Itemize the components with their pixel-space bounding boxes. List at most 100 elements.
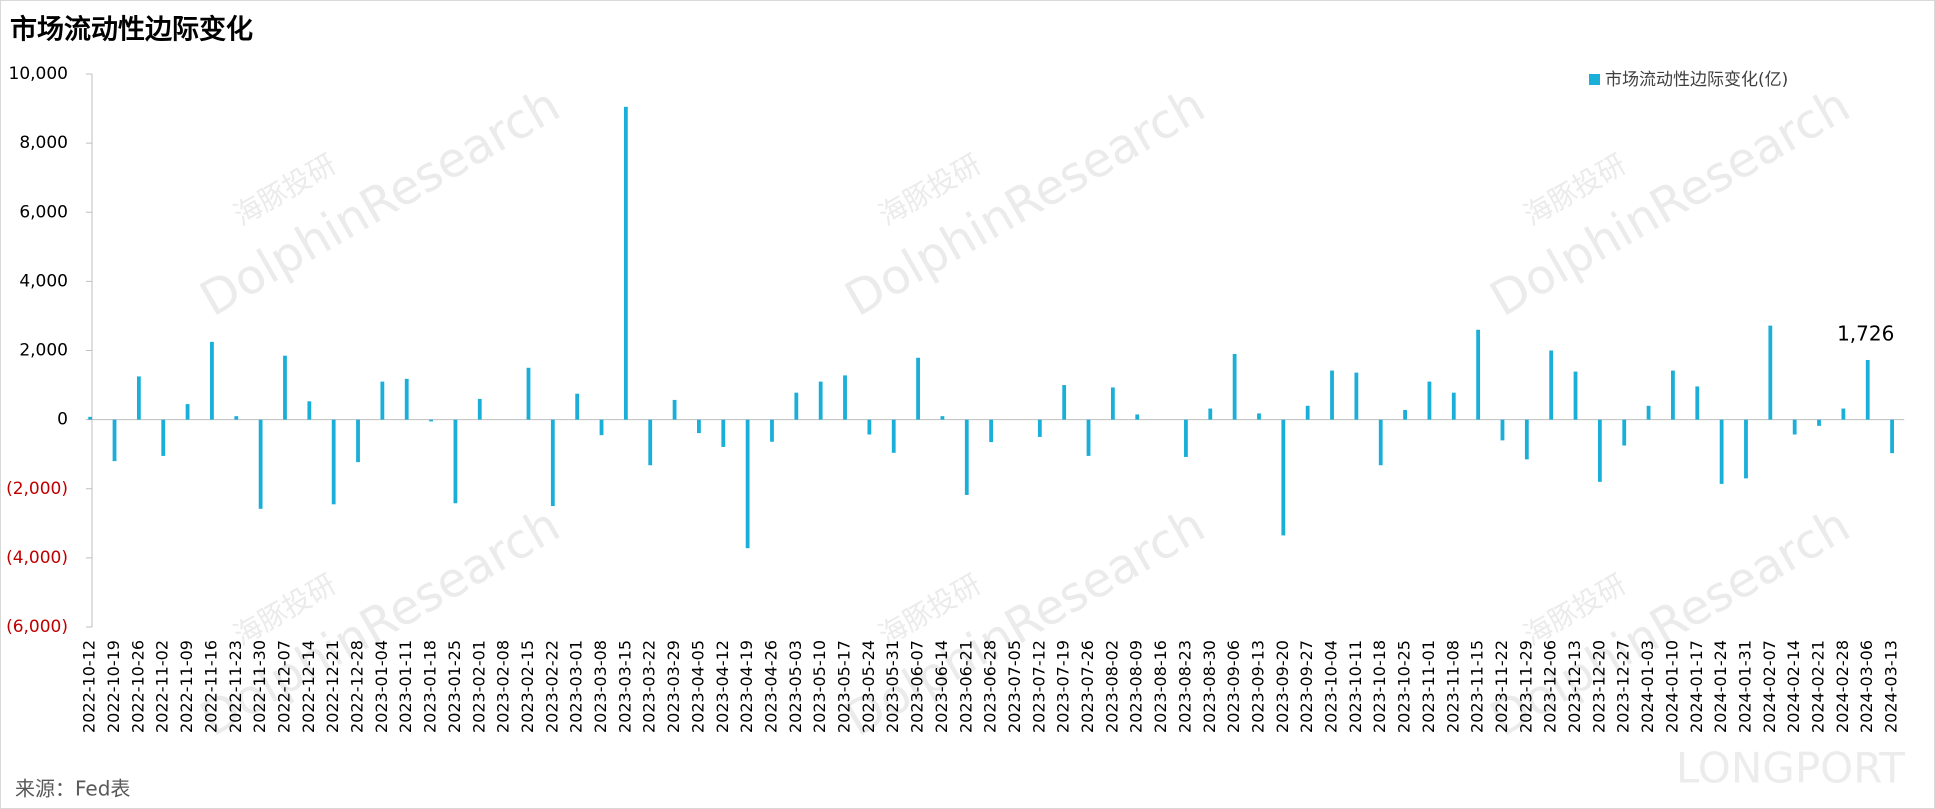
- x-tick-label: 2023-04-05: [688, 640, 707, 733]
- bar: [1257, 413, 1261, 420]
- bar: [1719, 419, 1724, 484]
- bar: [1476, 329, 1481, 420]
- bar: [1037, 419, 1042, 437]
- x-tick-label: 2023-08-30: [1200, 640, 1219, 733]
- bar: [429, 419, 433, 422]
- x-tick-label: 2022-10-12: [80, 640, 99, 733]
- bar: [404, 378, 409, 420]
- x-tick-label: 2024-02-28: [1833, 640, 1852, 733]
- x-tick-label: 2023-05-17: [835, 640, 854, 733]
- x-tick-label: 2023-05-31: [883, 640, 902, 733]
- x-tick-label: 2023-03-15: [615, 640, 634, 733]
- x-tick-label: 2023-04-19: [737, 640, 756, 733]
- x-tick-label: 2023-07-12: [1029, 640, 1048, 733]
- x-tick-label: 2023-03-01: [567, 640, 586, 733]
- bar: [283, 355, 287, 420]
- x-tick-label: 2023-01-25: [445, 640, 464, 733]
- bar: [1427, 381, 1432, 420]
- x-tick-label: 2024-02-07: [1760, 640, 1779, 733]
- x-tick-label: 2023-01-04: [372, 640, 391, 733]
- bar: [1671, 370, 1675, 420]
- bar: [307, 401, 312, 420]
- x-tick-label: 2024-03-06: [1857, 640, 1876, 733]
- bar: [745, 419, 750, 549]
- bar: [453, 419, 458, 504]
- bar: [550, 419, 555, 507]
- bar: [916, 357, 920, 420]
- x-tick-label: 2023-02-08: [494, 640, 513, 733]
- bar: [1330, 370, 1334, 420]
- x-tick-label: 2023-06-14: [932, 640, 951, 733]
- bar: [843, 375, 847, 420]
- x-tick-label: 2023-01-11: [396, 640, 415, 733]
- bar: [697, 419, 701, 434]
- y-tick-label: 10,000: [9, 64, 68, 84]
- x-tick-label: 2023-04-26: [761, 640, 780, 733]
- bar: [526, 367, 531, 420]
- x-tick-label: 2023-09-13: [1248, 640, 1267, 733]
- bar: [380, 381, 385, 420]
- bar: [1524, 419, 1529, 460]
- bar: [1646, 405, 1651, 420]
- bar: [1208, 408, 1213, 420]
- bar: [1184, 419, 1188, 457]
- brand-watermark: LONGPORT: [1676, 744, 1905, 793]
- bar: [964, 419, 969, 495]
- bar: [1744, 419, 1748, 479]
- x-tick-label: 2023-07-19: [1054, 640, 1073, 733]
- bar: [356, 419, 360, 463]
- bar: [1062, 385, 1067, 420]
- bar: [88, 416, 93, 420]
- x-tick-label: 2023-06-21: [956, 640, 975, 733]
- bar: [1865, 359, 1870, 420]
- x-tick-label: 2023-09-20: [1273, 640, 1292, 733]
- x-tick-label: 2023-07-26: [1078, 640, 1097, 733]
- bar: [818, 381, 823, 420]
- x-tick-label: 2022-10-26: [128, 640, 147, 733]
- bar: [794, 392, 799, 420]
- x-tick-label: 2022-11-30: [250, 640, 269, 733]
- bar: [1817, 419, 1821, 426]
- legend-swatch: [1589, 74, 1600, 85]
- bar: [112, 419, 117, 462]
- x-tick-label: 2023-02-01: [469, 640, 488, 733]
- y-tick-label: 4,000: [19, 271, 68, 291]
- x-tick-label: 2023-05-03: [786, 640, 805, 733]
- bar: [672, 399, 677, 420]
- x-tick-label: 2023-11-22: [1492, 640, 1511, 733]
- x-tick-label: 2023-04-12: [713, 640, 732, 733]
- x-tick-label: 2023-09-06: [1224, 640, 1243, 733]
- x-tick-label: 2022-12-14: [299, 640, 318, 733]
- bar: [1768, 325, 1773, 420]
- x-tick-label: 2023-11-08: [1443, 640, 1462, 733]
- x-tick-label: 2023-12-13: [1565, 640, 1584, 733]
- bar: [1378, 419, 1383, 466]
- y-tick-label: 8,000: [19, 133, 68, 153]
- x-tick-label: 2023-12-20: [1589, 640, 1608, 733]
- x-tick-label: 2023-09-27: [1297, 640, 1316, 733]
- x-tick-label: 2024-01-31: [1735, 640, 1754, 733]
- y-tick-label: 6,000: [19, 202, 68, 222]
- y-tick-label: (4,000): [6, 548, 68, 568]
- bar: [331, 419, 336, 505]
- source-note: 来源：Fed表: [15, 777, 130, 801]
- bar: [1451, 392, 1456, 420]
- x-tick-label: 2022-12-21: [323, 640, 342, 733]
- x-tick-label: 2023-02-22: [542, 640, 561, 733]
- x-tick-label: 2023-11-29: [1516, 640, 1535, 733]
- bar: [1573, 371, 1578, 420]
- bar: [1110, 387, 1115, 420]
- x-tick-label: 2023-12-27: [1614, 640, 1633, 733]
- x-tick-label: 2022-11-09: [177, 640, 196, 733]
- bar: [1135, 414, 1140, 420]
- x-tick-label: 2023-05-10: [810, 640, 829, 733]
- y-tick-label: 2,000: [19, 341, 68, 361]
- bar: [623, 106, 628, 420]
- x-tick-label: 2023-03-29: [664, 640, 683, 733]
- bar: [891, 419, 896, 453]
- chart-title: 市场流动性边际变化: [10, 14, 253, 46]
- bar: [1403, 409, 1407, 420]
- x-tick-label: 2023-10-11: [1346, 640, 1365, 733]
